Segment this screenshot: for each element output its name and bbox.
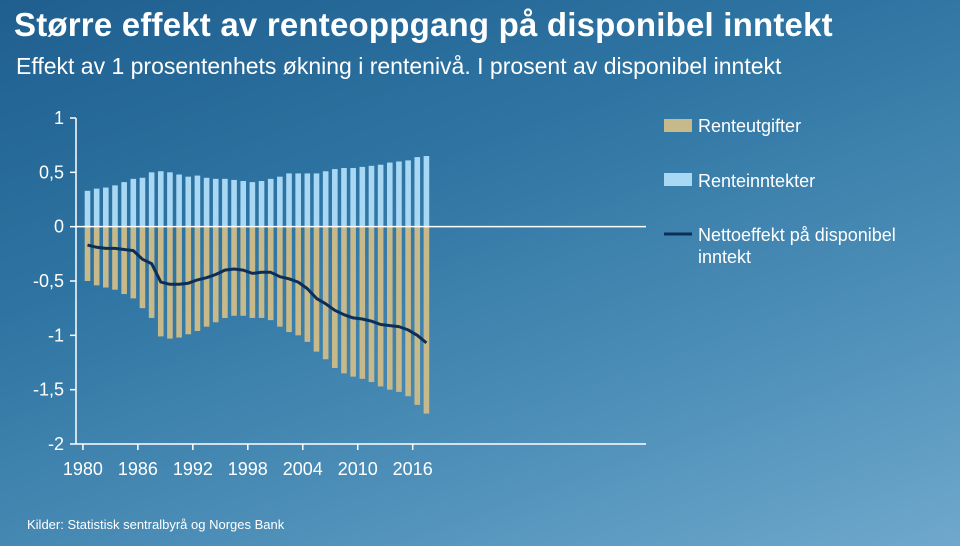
- bar-renteutgifter-2011: [368, 226, 375, 383]
- bar-renteinntekter-2012: [377, 164, 384, 227]
- bar-renteutgifter-2006: [322, 226, 329, 360]
- bar-renteinntekter-2015: [405, 160, 411, 227]
- bar-renteinntekter-1988: [157, 171, 164, 227]
- bar-renteinntekter-2007: [332, 169, 338, 227]
- bar-renteinntekter-2005: [313, 173, 320, 227]
- bar-renteinntekter-1981: [93, 188, 100, 227]
- bar-renteutgifter-2016: [414, 226, 421, 405]
- bar-renteutgifter-1991: [185, 226, 192, 335]
- bar-renteinntekter-2010: [359, 166, 366, 227]
- bar-renteinntekter-1994: [212, 178, 219, 227]
- bar-renteinntekter-1987: [148, 172, 155, 227]
- bar-renteinntekter-1997: [240, 181, 247, 227]
- y-tick-label: -1: [48, 325, 64, 345]
- bar-renteutgifter-1981: [93, 226, 100, 286]
- bar-renteinntekter-2006: [322, 171, 329, 227]
- bar-renteinntekter-2000: [267, 178, 274, 227]
- bar-renteutgifter-2013: [386, 226, 393, 390]
- bar-renteinntekter-2008: [341, 167, 347, 227]
- line-nettoeffekt: [87, 243, 428, 345]
- bar-renteinntekter-1990: [176, 174, 182, 227]
- bar-renteinntekter-1993: [203, 177, 210, 227]
- bar-renteutgifter-2007: [332, 226, 338, 368]
- bar-renteinntekter-2016: [414, 157, 421, 227]
- bar-renteinntekter-2017: [423, 156, 430, 227]
- bar-renteinntekter-2011: [368, 165, 375, 227]
- bar-renteinntekter-2004: [304, 173, 311, 227]
- chart-subtitle: Effekt av 1 prosentenhets økning i rente…: [16, 53, 782, 79]
- bar-renteinntekter-2013: [386, 162, 393, 227]
- y-tick-label: 0,5: [39, 162, 64, 182]
- bar-renteutgifter-2009: [350, 226, 356, 377]
- y-tick-label: -2: [48, 434, 64, 454]
- source-note: Kilder: Statistisk sentralbyrå og Norges…: [27, 517, 285, 532]
- bar-renteutgifter-1990: [176, 226, 182, 338]
- y-tick-label: 1: [54, 108, 64, 128]
- bar-renteinntekter-1996: [231, 179, 237, 227]
- bar-renteinntekter-1983: [112, 185, 118, 227]
- bar-renteinntekter-1992: [194, 175, 201, 227]
- bar-renteutgifter-1985: [130, 226, 137, 299]
- x-tick-label: 2010: [338, 459, 378, 479]
- bar-renteinntekter-1998: [249, 182, 256, 227]
- bar-renteutgifter-2010: [359, 226, 366, 379]
- page-title: Større effekt av renteoppgang på disponi…: [14, 6, 833, 43]
- bar-renteinntekter-1985: [130, 178, 137, 227]
- x-tick-label: 1992: [173, 459, 213, 479]
- x-tick-label: 1998: [228, 459, 268, 479]
- bar-renteinntekter-1980: [84, 190, 91, 227]
- y-tick-label: -1,5: [33, 380, 64, 400]
- x-tick-label: 2016: [393, 459, 433, 479]
- legend-label-renteinntekter: Renteinntekter: [698, 171, 815, 191]
- bar-renteutgifter-2004: [304, 226, 311, 342]
- bar-renteutgifter-2008: [341, 226, 347, 374]
- bar-renteinntekter-1989: [167, 172, 173, 227]
- bar-renteutgifter-1987: [148, 226, 155, 318]
- x-tick-label: 2004: [283, 459, 323, 479]
- bar-renteutgifter-2005: [313, 226, 320, 352]
- x-tick-label: 1980: [63, 459, 103, 479]
- bar-renteutgifter-1996: [231, 226, 237, 316]
- bar-renteinntekter-1982: [103, 187, 109, 227]
- bar-renteinntekter-1995: [222, 178, 228, 227]
- bar-renteinntekter-2003: [295, 173, 301, 227]
- bar-renteinntekter-1984: [121, 182, 127, 227]
- legend-swatch-renteinntekter: [664, 173, 692, 186]
- bar-renteutgifter-1989: [167, 226, 173, 339]
- bar-renteutgifter-1984: [121, 226, 127, 295]
- bar-renteutgifter-2017: [423, 226, 430, 414]
- bar-renteinntekter-2009: [350, 167, 356, 227]
- bar-renteutgifter-2012: [377, 226, 384, 387]
- legend-label-renteutgifter: Renteutgifter: [698, 116, 801, 136]
- y-tick-label: 0: [54, 217, 64, 237]
- bar-renteutgifter-1980: [84, 226, 91, 281]
- bar-renteinntekter-2002: [286, 173, 292, 227]
- bar-renteutgifter-1983: [112, 226, 118, 290]
- x-tick-label: 1986: [118, 459, 158, 479]
- bar-renteinntekter-2014: [396, 161, 402, 227]
- y-tick-label: -0,5: [33, 271, 64, 291]
- bar-renteutgifter-1982: [103, 226, 109, 288]
- bar-renteutgifter-2015: [405, 226, 411, 397]
- bar-renteutgifter-1986: [139, 226, 146, 309]
- bar-renteinntekter-1986: [139, 177, 146, 227]
- legend-swatch-renteutgifter: [664, 119, 692, 132]
- bar-renteinntekter-1999: [258, 181, 265, 227]
- bar-renteutgifter-2014: [396, 226, 402, 392]
- bar-renteutgifter-1995: [222, 226, 228, 318]
- bar-renteinntekter-2001: [277, 176, 283, 227]
- bar-renteinntekter-1991: [185, 176, 192, 227]
- legend-label-nettoeffekt: Nettoeffekt på disponibel inntekt: [698, 225, 896, 267]
